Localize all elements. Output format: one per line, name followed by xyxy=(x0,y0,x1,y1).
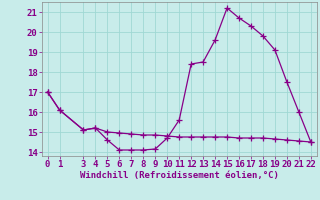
X-axis label: Windchill (Refroidissement éolien,°C): Windchill (Refroidissement éolien,°C) xyxy=(80,171,279,180)
